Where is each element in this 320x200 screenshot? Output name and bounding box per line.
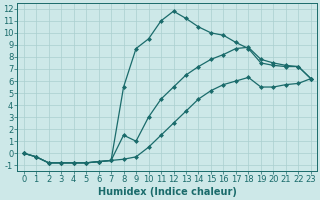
X-axis label: Humidex (Indice chaleur): Humidex (Indice chaleur) [98, 187, 237, 197]
